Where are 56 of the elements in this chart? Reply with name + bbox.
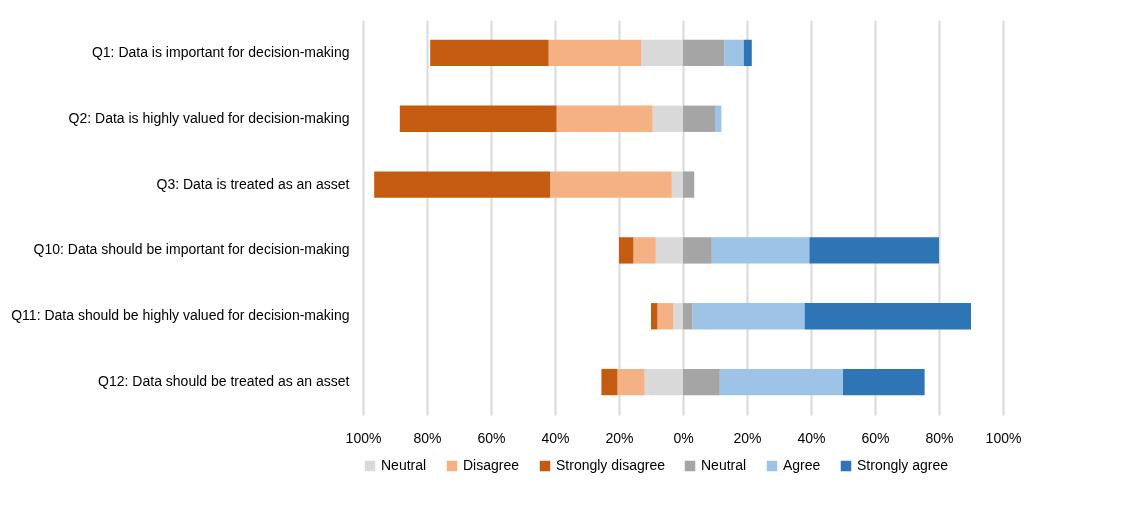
legend-label: Strongly agree [857,457,949,473]
bar [809,237,939,264]
bar [804,303,971,330]
x-tick-label: 20% [733,429,762,446]
legend-label: Strongly disagree [556,457,666,473]
legend-label: Disagree [463,457,520,473]
bar [644,368,683,396]
y-tick-label: Q3: Data is treated as an asset [156,175,350,192]
bar [683,303,693,330]
bar [715,105,722,132]
x-tick-label: 100% [985,429,1022,446]
legend-label: Neutral [381,457,427,473]
y-tick-label: Q10: Data should be important for decision-making [33,241,350,258]
bar [683,237,712,264]
bar [641,39,683,67]
bar [683,105,715,132]
y-tick-label: Q2: Data is highly valued for decision-making [68,109,350,126]
bar [692,303,805,330]
bar [651,303,658,330]
bar [374,171,551,198]
bar [617,368,645,396]
x-tick-label: 20% [605,429,634,446]
x-tick-label: 40% [541,429,570,446]
x-tick-label: 60% [477,429,506,446]
bar [683,39,725,67]
y-tick-label: Q11: Data should be highly valued for decision-making [11,307,350,324]
x-tick-label: 80% [925,429,954,446]
bar [743,39,752,67]
bar [550,171,672,198]
bar [724,39,744,67]
bar [619,237,634,264]
x-tick-label: 80% [413,429,442,446]
x-tick-label: 0% [673,429,694,446]
y-tick-label: Q1: Data is important for decision-making [91,43,350,60]
bar [399,105,557,132]
bar [843,368,925,396]
bar [548,39,642,67]
bar [652,105,683,132]
bar [683,368,720,396]
legend-label: Neutral [701,457,747,473]
bar [633,237,656,264]
bar [711,237,810,264]
bar [671,171,683,198]
bar [719,368,843,396]
bar [556,105,653,132]
bar [673,303,683,330]
bar [655,237,683,264]
x-tick-label: 100% [345,429,382,446]
bar [601,368,618,396]
y-tick-label: Q12: Data should be treated as an asset [98,373,350,390]
x-tick-label: 60% [861,429,890,446]
bar [657,303,674,330]
bar [683,171,695,198]
bar [430,39,549,67]
legend-label: Agree [783,457,821,473]
x-tick-label: 40% [797,429,826,446]
